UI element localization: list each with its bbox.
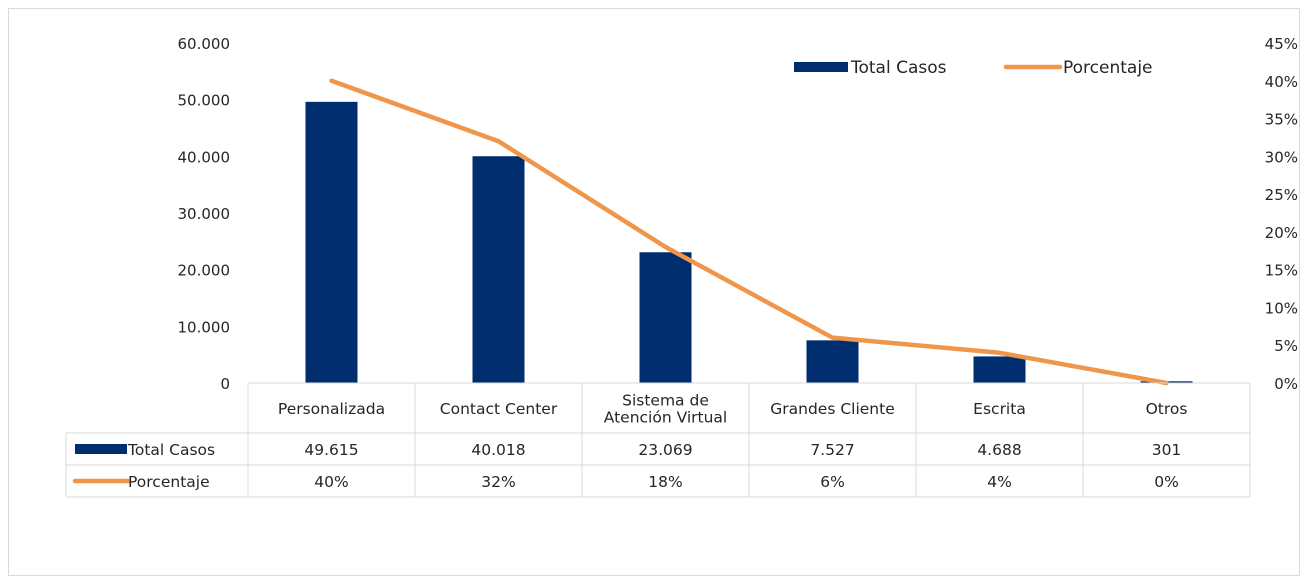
table-series-name: Total Casos [127,441,215,459]
table-series-name: Porcentaje [128,473,210,491]
y-right-tick-label: 15% [1265,262,1298,280]
legend-label: Porcentaje [1063,58,1153,78]
y-right-tick-label: 40% [1265,73,1298,91]
category-label: Personalizada [278,400,385,418]
table-value: 49.615 [304,441,358,459]
table-value: 18% [648,473,682,491]
table-value: 32% [481,473,515,491]
y-left-tick-label: 30.000 [178,205,231,223]
porcentaje-line [329,78,1169,386]
line-series-porcentaje [329,78,1169,386]
table-value: 301 [1152,441,1182,459]
table-value: 40.018 [471,441,525,459]
category-label: Sistema de [622,392,709,410]
category-label: Escrita [973,400,1026,418]
y-axis-left: 0 10.000 20.000 30.000 40.000 50.000 60.000 [178,35,231,393]
category-label: Contact Center [440,400,558,418]
table-value: 40% [314,473,348,491]
y-right-tick-label: 25% [1265,186,1298,204]
legend-label: Total Casos [850,58,947,78]
y-left-tick-label: 40.000 [178,148,231,166]
table-value: 23.069 [638,441,692,459]
category-label: Atención Virtual [604,409,727,427]
y-right-tick-label: 20% [1265,224,1298,242]
y-axis-right: 0% 5% 10% 15% 20% 25% 30% 35% 40% 45% [1265,35,1298,393]
bar [973,356,1026,383]
bar [639,252,692,383]
table-value: 0% [1154,473,1179,491]
table-value: 7.527 [810,441,854,459]
y-left-tick-label: 10.000 [178,318,231,336]
y-right-tick-label: 10% [1265,299,1298,317]
table-value: 6% [820,473,845,491]
chart-frame [8,8,1300,576]
y-right-tick-label: 35% [1265,111,1298,129]
legend-key-bar [794,62,848,72]
y-left-tick-label: 60.000 [178,35,231,53]
chart-legend: Total Casos Porcentaje [794,58,1153,78]
bar [305,101,358,384]
y-left-tick-label: 50.000 [178,92,231,110]
bar-series-total-casos [305,101,1193,384]
y-right-tick-label: 5% [1274,337,1298,355]
table-value: 4.688 [977,441,1021,459]
y-left-tick-label: 0 [220,375,230,393]
bar [472,156,525,383]
category-label: Otros [1146,400,1188,418]
table-value: 4% [987,473,1012,491]
bar [806,340,859,383]
data-table: Personalizada Contact Center Sistema deAte… [65,382,1251,498]
y-right-tick-label: 0% [1274,375,1298,393]
y-left-tick-label: 20.000 [178,262,231,280]
y-right-tick-label: 45% [1265,35,1298,53]
y-right-tick-label: 30% [1265,148,1298,166]
category-label: Grandes Cliente [770,400,895,418]
table-key-bar [75,444,127,454]
